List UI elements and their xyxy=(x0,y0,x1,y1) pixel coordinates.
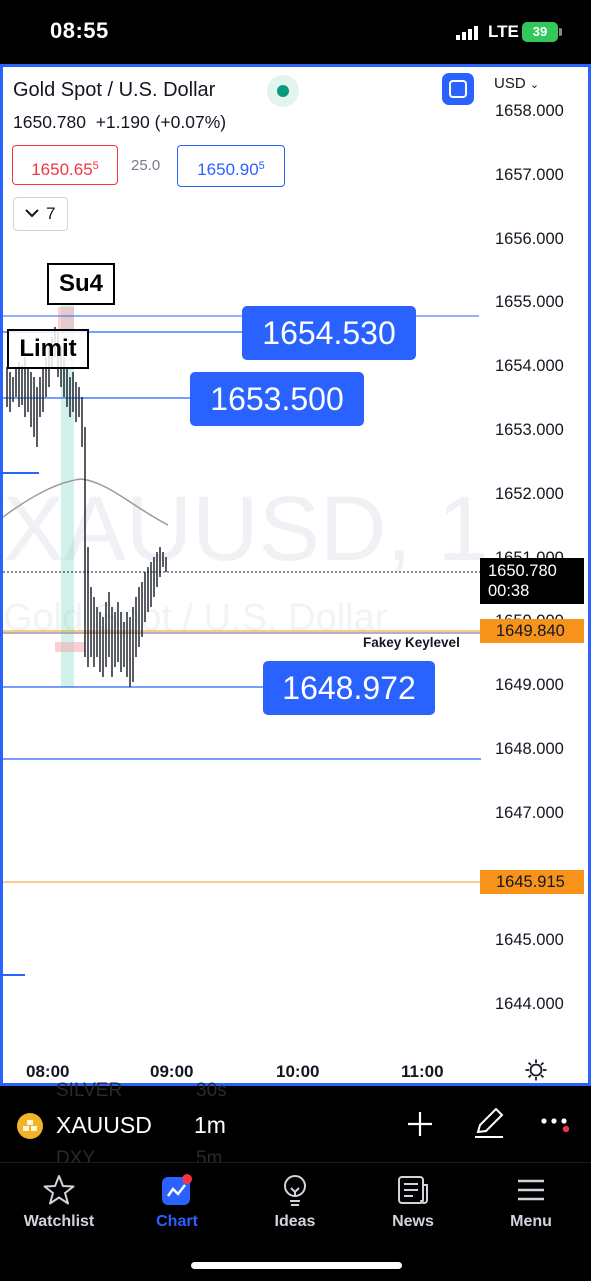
settings-icon[interactable] xyxy=(525,1059,547,1081)
sell-button[interactable]: 1650.655 xyxy=(12,145,118,185)
order-price-tag-2[interactable]: 1653.500 xyxy=(190,372,364,426)
orange-level-tag-1: 1649.840 xyxy=(480,619,584,643)
gold-bars-icon xyxy=(17,1113,43,1139)
moving-average-line xyxy=(3,478,169,526)
price-axis-tick: 1645.000 xyxy=(495,931,564,950)
interval-selector[interactable]: 1m xyxy=(194,1112,226,1138)
order-price-tag-1[interactable]: 1654.530 xyxy=(242,306,416,360)
entry-zone-red-low xyxy=(55,642,85,652)
fullscreen-button[interactable] xyxy=(442,73,474,105)
chart-area[interactable]: XAUUSD, 1 Gold Spot / U.S. Dollar Gold S… xyxy=(0,64,591,1086)
tab-menu-label: Menu xyxy=(510,1213,552,1230)
entry-zone-red xyxy=(58,307,74,329)
tab-ideas-label: Ideas xyxy=(274,1213,316,1230)
home-indicator[interactable] xyxy=(191,1262,402,1269)
price-axis-tick: 1644.000 xyxy=(495,995,564,1014)
indicator-count: 7 xyxy=(46,204,56,223)
time-axis-tick: 10:00 xyxy=(276,1062,320,1081)
fullscreen-icon xyxy=(449,80,467,98)
currency-select[interactable]: USD ⌄ xyxy=(494,75,539,92)
news-icon xyxy=(398,1176,428,1204)
cellular-signal-icon xyxy=(456,26,478,40)
menu-icon xyxy=(518,1179,544,1201)
buy-button[interactable]: 1650.905 xyxy=(177,145,285,187)
more-options-icon[interactable] xyxy=(540,1116,570,1132)
bottom-tab-bar: Watchlist Chart Ideas News Menu xyxy=(0,1162,591,1281)
watermark-symbol: XAUUSD, 1 xyxy=(3,478,489,580)
current-price-tag: 1650.780 00:38 xyxy=(480,558,584,604)
currency-label: USD xyxy=(494,75,526,92)
price-axis-tick: 1649.000 xyxy=(495,676,564,695)
star-icon xyxy=(43,1175,75,1205)
spread-value: 25.0 xyxy=(131,157,161,174)
bar-countdown: 00:38 xyxy=(488,582,530,600)
sell-price: 1650.65 xyxy=(31,160,93,179)
price-axis-tick: 1654.000 xyxy=(495,357,564,376)
buy-price-pip: 5 xyxy=(258,160,265,172)
price-axis-tick: 1657.000 xyxy=(495,165,564,184)
network-type: LTE xyxy=(488,22,519,41)
tab-ideas[interactable]: Ideas xyxy=(245,1173,345,1231)
plus-icon[interactable] xyxy=(404,1108,436,1140)
price-axis-tick: 1655.000 xyxy=(495,293,564,312)
symbol-toolbar: SILVER 30s DXY 5m XAUUSD 1m xyxy=(0,1080,591,1169)
su4-annotation[interactable]: Su4 xyxy=(47,263,115,305)
watermark-description: Gold Spot / U.S. Dollar xyxy=(3,597,388,639)
tab-chart[interactable]: Chart xyxy=(127,1173,227,1231)
price-axis-tick: 1658.000 xyxy=(495,102,564,120)
tab-watchlist-label: Watchlist xyxy=(23,1213,95,1230)
tab-chart-label: Chart xyxy=(156,1213,198,1230)
symbol-title[interactable]: Gold Spot / U.S. Dollar xyxy=(13,79,216,101)
tab-menu[interactable]: Menu xyxy=(481,1173,581,1231)
price-chart[interactable] xyxy=(3,67,588,1083)
chevron-down-icon: ⌄ xyxy=(529,79,540,91)
market-open-indicator xyxy=(267,75,299,107)
ghost-symbol-1: SILVER xyxy=(56,1080,123,1101)
tab-news-label: News xyxy=(392,1213,434,1230)
market-status-dot-icon xyxy=(277,85,289,97)
time-axis-tick: 11:00 xyxy=(401,1062,444,1081)
order-price-tag-3[interactable]: 1648.972 xyxy=(263,661,435,715)
tab-watchlist[interactable]: Watchlist xyxy=(9,1173,109,1231)
ghost-interval-1: 30s xyxy=(196,1080,227,1101)
sell-price-pip: 5 xyxy=(92,160,99,172)
price-axis-tick: 1648.000 xyxy=(495,740,564,758)
time-axis-tick: 08:00 xyxy=(26,1062,70,1081)
symbol-selector[interactable]: XAUUSD xyxy=(56,1112,152,1138)
battery-level: 39 xyxy=(532,24,548,39)
battery-tip xyxy=(559,28,562,36)
chart-icon xyxy=(162,1174,192,1205)
price-axis-tick: 1652.000 xyxy=(495,484,564,503)
current-price: 1650.780 xyxy=(488,562,557,580)
time-axis-tick: 09:00 xyxy=(150,1062,194,1081)
price-axis-tick: 1656.000 xyxy=(495,229,564,248)
battery-icon: 39 xyxy=(522,22,558,42)
price-axis-tick: 1653.000 xyxy=(495,421,564,439)
lightbulb-icon xyxy=(284,1175,306,1206)
chevron-down-icon xyxy=(25,209,39,218)
level-label: Fakey Keylevel xyxy=(363,635,460,650)
status-bar: 08:55 LTE 39 xyxy=(0,0,591,62)
buy-price: 1650.90 xyxy=(197,160,259,179)
indicators-toggle-button[interactable]: 7 xyxy=(13,197,68,231)
last-price-change: 1650.780 +1.190 (+0.07%) xyxy=(13,112,227,132)
price-axis-tick: 1647.000 xyxy=(495,803,564,822)
orange-level-tag-2: 1645.915 xyxy=(480,870,584,894)
limit-annotation[interactable]: Limit xyxy=(7,329,89,369)
tab-news[interactable]: News xyxy=(363,1173,463,1231)
drawing-pen-icon[interactable] xyxy=(472,1106,506,1140)
clock: 08:55 xyxy=(50,18,109,43)
